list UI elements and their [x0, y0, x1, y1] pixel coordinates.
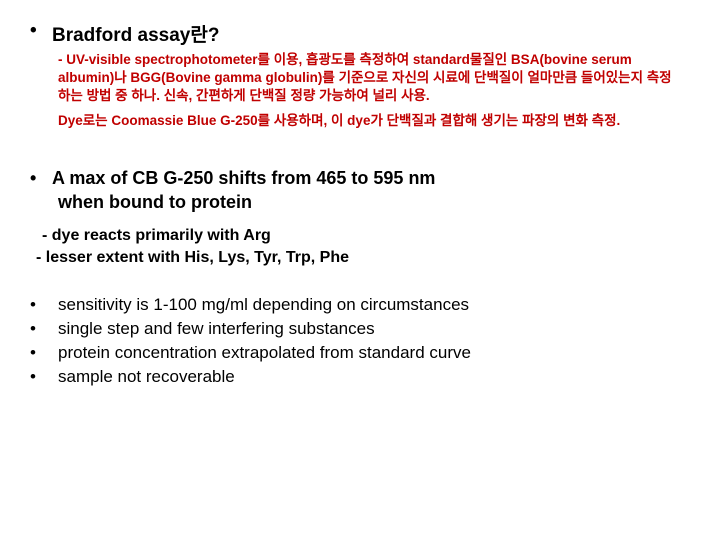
bullet-icon: •	[28, 166, 52, 190]
description-paragraph-2: Dye로는 Coomassie Blue G-250를 사용하며, 이 dye가…	[58, 112, 682, 130]
page-title: Bradford assay란?	[52, 20, 219, 47]
list-item: • protein concentration extrapolated fro…	[28, 343, 692, 363]
bullet-icon: •	[28, 367, 58, 387]
dye-reaction-line-2: - lesser extent with His, Lys, Tyr, Trp,…	[36, 249, 692, 267]
bullet-icon: •	[28, 295, 58, 315]
bullet-icon: •	[28, 343, 58, 363]
list-item: • sample not recoverable	[28, 367, 692, 387]
list-item-label: protein concentration extrapolated from …	[58, 343, 471, 363]
list-item-label: single step and few interfering substanc…	[58, 319, 375, 339]
description-paragraph-1: - UV-visible spectrophotometer를 이용, 흡광도를…	[58, 51, 682, 106]
bullet-icon: •	[28, 20, 52, 42]
list-item: • sensitivity is 1-100 mg/ml depending o…	[28, 295, 692, 315]
shift-line-2: when bound to protein	[58, 192, 692, 213]
list-item-label: sample not recoverable	[58, 367, 235, 387]
list-item: • single step and few interfering substa…	[28, 319, 692, 339]
shift-row: • A max of CB G-250 shifts from 465 to 5…	[28, 166, 692, 190]
shift-line-1: A max of CB G-250 shifts from 465 to 595…	[52, 166, 435, 190]
title-row: • Bradford assay란?	[28, 20, 692, 47]
properties-list: • sensitivity is 1-100 mg/ml depending o…	[28, 295, 692, 387]
list-item-label: sensitivity is 1-100 mg/ml depending on …	[58, 295, 469, 315]
bullet-icon: •	[28, 319, 58, 339]
dye-reaction-line-1: - dye reacts primarily with Arg	[42, 227, 692, 245]
